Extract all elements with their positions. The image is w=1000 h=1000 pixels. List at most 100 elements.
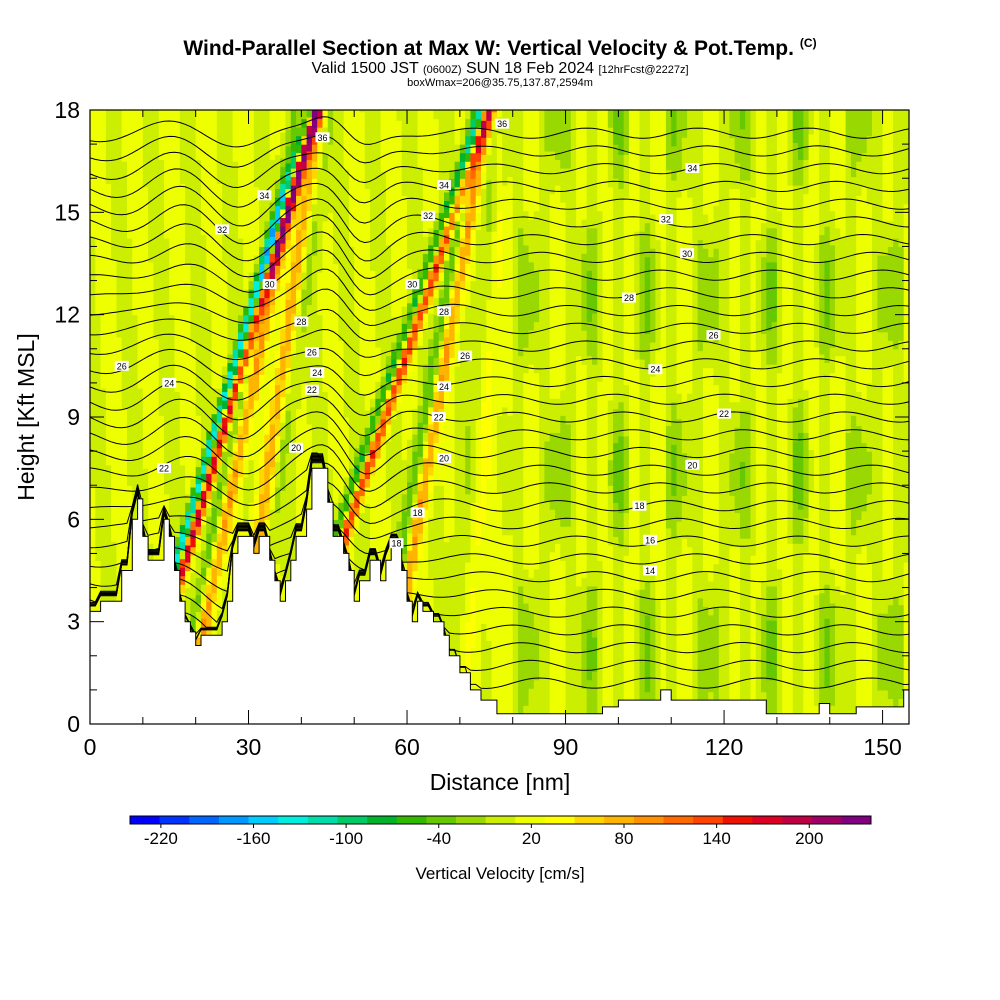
velocity-cell	[517, 347, 524, 357]
velocity-cell	[486, 299, 493, 309]
velocity-cell	[243, 178, 250, 188]
velocity-cell	[465, 229, 472, 239]
velocity-cell	[126, 161, 133, 171]
velocity-cell	[322, 144, 329, 154]
velocity-cell	[137, 473, 144, 483]
velocity-cell	[507, 110, 514, 118]
velocity-cell	[195, 551, 202, 561]
velocity-cell	[322, 399, 329, 410]
velocity-cell	[465, 570, 472, 580]
velocity-cell	[317, 195, 324, 205]
velocity-cell	[507, 483, 514, 493]
velocity-cell	[428, 312, 435, 323]
velocity-cell	[206, 217, 213, 227]
velocity-cell	[533, 236, 540, 246]
velocity-cell	[95, 423, 102, 433]
velocity-cell	[475, 399, 482, 410]
velocity-cell	[285, 384, 292, 394]
velocity-cell	[486, 495, 493, 505]
velocity-cell	[523, 483, 530, 493]
velocity-cell	[333, 357, 339, 367]
velocity-cell	[322, 442, 329, 452]
velocity-cell	[280, 243, 287, 253]
velocity-cell	[222, 306, 228, 316]
velocity-cell	[327, 178, 334, 188]
velocity-cell	[528, 551, 535, 561]
velocity-cell	[322, 229, 329, 239]
velocity-cell	[237, 323, 244, 333]
velocity-cell	[385, 185, 392, 195]
velocity-cell	[454, 493, 461, 503]
velocity-cell	[391, 367, 398, 377]
velocity-cell	[433, 186, 440, 196]
velocity-cell	[222, 289, 228, 299]
velocity-cell	[401, 229, 408, 239]
velocity-cell	[359, 256, 366, 266]
velocity-cell	[95, 372, 102, 382]
velocity-cell	[116, 183, 123, 193]
velocity-cell	[412, 493, 419, 503]
velocity-cell	[486, 145, 493, 155]
velocity-cell	[454, 365, 461, 375]
velocity-cell	[269, 500, 276, 510]
velocity-cell	[333, 254, 339, 265]
velocity-cell	[459, 340, 466, 350]
velocity-cell	[354, 430, 361, 440]
velocity-cell	[512, 278, 519, 288]
velocity-cell	[428, 167, 435, 178]
velocity-cell	[317, 442, 324, 452]
velocity-cell	[523, 227, 530, 237]
velocity-cell	[496, 619, 503, 630]
velocity-cell	[132, 382, 139, 393]
velocity-cell	[195, 543, 202, 553]
velocity-cell	[227, 225, 234, 236]
velocity-cell	[396, 120, 403, 130]
velocity-cell	[264, 417, 271, 427]
velocity-cell	[449, 570, 456, 580]
velocity-cell	[248, 314, 255, 324]
velocity-cell	[475, 280, 482, 290]
velocity-cell	[105, 473, 112, 483]
velocity-cell	[465, 476, 472, 486]
velocity-cell	[502, 551, 509, 561]
velocity-cell	[306, 457, 313, 468]
velocity-cell	[523, 517, 530, 527]
velocity-cell	[105, 396, 112, 406]
velocity-cell	[285, 111, 292, 121]
velocity-cell	[544, 688, 551, 698]
velocity-cell	[338, 323, 345, 333]
velocity-cell	[412, 613, 419, 623]
velocity-cell	[375, 287, 382, 297]
velocity-cell	[90, 449, 96, 459]
velocity-cell	[438, 110, 445, 120]
velocity-cell	[317, 391, 324, 401]
velocity-cell	[438, 220, 445, 230]
velocity-cell	[290, 551, 297, 561]
velocity-cell	[322, 391, 329, 401]
velocity-cell	[470, 178, 477, 188]
velocity-cell	[412, 485, 419, 495]
velocity-cell	[95, 110, 102, 118]
velocity-cell	[496, 662, 503, 672]
velocity-cell	[126, 493, 133, 503]
velocity-cell	[290, 133, 297, 144]
velocity-cell	[290, 406, 297, 416]
velocity-cell	[465, 263, 472, 273]
velocity-cell	[401, 331, 408, 341]
velocity-cell	[470, 681, 477, 691]
velocity-cell	[433, 237, 440, 248]
velocity-cell	[317, 237, 324, 248]
velocity-cell	[100, 191, 107, 201]
velocity-cell	[259, 348, 265, 358]
velocity-cell	[121, 127, 128, 137]
velocity-cell	[491, 171, 498, 181]
velocity-cell	[481, 128, 487, 138]
velocity-cell	[158, 159, 165, 169]
velocity-cell	[237, 340, 244, 350]
velocity-cell	[116, 447, 123, 457]
velocity-cell	[417, 422, 424, 432]
velocity-cell	[327, 442, 334, 452]
velocity-cell	[121, 263, 128, 273]
velocity-cell	[253, 510, 260, 520]
velocity-cell	[285, 145, 292, 155]
